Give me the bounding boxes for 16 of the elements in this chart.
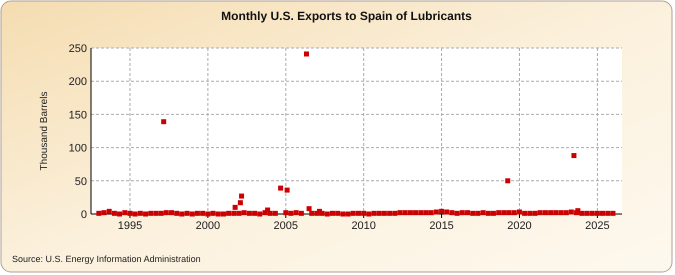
x-tick-label: 2000 xyxy=(196,220,220,232)
chart-title: Monthly U.S. Exports to Spain of Lubricants xyxy=(221,9,472,23)
x-tick-label: 1995 xyxy=(118,220,142,232)
y-tick-label: 100 xyxy=(68,142,87,155)
x-tick-label: 2020 xyxy=(507,220,532,232)
x-tick-label: 2005 xyxy=(274,220,298,232)
source-note: Source: U.S. Energy Information Administration xyxy=(12,254,201,264)
y-tick-label: 150 xyxy=(68,109,87,122)
y-tick-label: 200 xyxy=(68,76,87,88)
y-tick-label: 250 xyxy=(68,43,87,55)
x-tick-label: 2010 xyxy=(351,220,376,232)
x-tick-label: 2015 xyxy=(429,220,454,232)
y-tick-label: 50 xyxy=(74,176,87,188)
x-tick-label: 2025 xyxy=(585,220,610,232)
y-axis-title: Thousand Barrels xyxy=(39,92,50,170)
y-tick-label: 0 xyxy=(80,209,87,221)
